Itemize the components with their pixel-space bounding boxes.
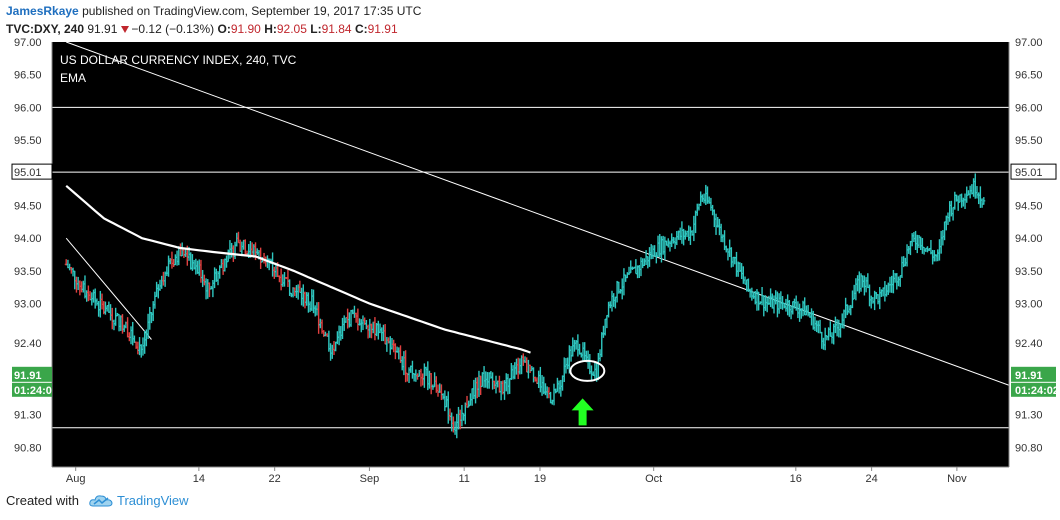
countdown-badge-bg bbox=[12, 382, 52, 397]
x-tick-label: 16 bbox=[790, 473, 802, 485]
y-tick-label: 95.50 bbox=[1015, 135, 1043, 147]
y-tick-label: 95.50 bbox=[14, 135, 42, 147]
y-tick-label: 95.01 bbox=[14, 167, 42, 179]
x-tick-label: Oct bbox=[645, 473, 662, 485]
open-value: 91.90 bbox=[230, 22, 261, 36]
y-tick-label: 93.50 bbox=[14, 266, 42, 278]
countdown-badge: 01:24:02 bbox=[1015, 385, 1059, 397]
high-label: H: bbox=[264, 22, 277, 36]
price-bar bbox=[982, 197, 986, 205]
y-tick-label: 92.40 bbox=[1015, 338, 1043, 350]
y-tick-label: 96.00 bbox=[14, 102, 42, 114]
last-price: 91.91 bbox=[87, 22, 118, 36]
x-tick-label: Sep bbox=[360, 473, 380, 485]
last-price-badge: 91.91 bbox=[1015, 370, 1043, 382]
trendline bbox=[66, 41, 1010, 386]
high-value: 92.05 bbox=[276, 22, 307, 36]
last-price-badge: 91.91 bbox=[14, 370, 42, 382]
y-tick-label: 93.50 bbox=[1015, 266, 1043, 278]
y-tick-label: 93.00 bbox=[14, 299, 42, 311]
y-tick-label: 92.40 bbox=[14, 338, 42, 350]
y-tick-label: 96.50 bbox=[1015, 70, 1043, 82]
x-tick-label: 19 bbox=[534, 473, 546, 485]
author-link[interactable]: JamesRkaye bbox=[6, 4, 79, 18]
low-value: 91.84 bbox=[321, 22, 352, 36]
y-tick-label: 90.80 bbox=[1015, 442, 1043, 454]
open-label: O: bbox=[217, 22, 231, 36]
x-tick-label: 14 bbox=[193, 473, 205, 485]
x-tick-label: 11 bbox=[458, 473, 469, 485]
y-tick-label: 94.00 bbox=[1015, 233, 1043, 245]
countdown-badge-bg bbox=[1011, 382, 1056, 397]
last-price-badge-bg bbox=[1011, 366, 1056, 382]
x-tick-label: 22 bbox=[269, 473, 281, 485]
up-arrow-icon bbox=[571, 398, 594, 426]
footer: Created with TradingView bbox=[6, 493, 189, 508]
published-text: published on TradingView.com, September … bbox=[82, 4, 422, 18]
indicator-label: EMA bbox=[60, 71, 86, 85]
last-price-badge-bg bbox=[12, 366, 52, 382]
price-change: −0.12 (−0.13%) bbox=[131, 22, 215, 36]
created-with-text: Created with bbox=[6, 493, 79, 508]
chart-title: US DOLLAR CURRENCY INDEX, 240, TVC bbox=[60, 53, 297, 67]
y-tick-label: 91.30 bbox=[14, 410, 42, 422]
symbol-label: TVC:DXY, 240 bbox=[6, 22, 85, 36]
y-tick-label: 94.50 bbox=[14, 200, 42, 212]
level-badge-bg bbox=[11, 163, 53, 180]
countdown-badge: 01:24:0 bbox=[14, 385, 52, 397]
x-tick-label: Aug bbox=[66, 473, 86, 485]
trendline bbox=[65, 237, 152, 340]
close-value: 91.91 bbox=[367, 22, 398, 36]
y-tick-label: 96.50 bbox=[14, 70, 42, 82]
y-tick-label: 91.30 bbox=[1015, 410, 1043, 422]
highlight-circle bbox=[569, 359, 606, 382]
low-label: L: bbox=[310, 22, 322, 36]
close-label: C: bbox=[354, 22, 368, 36]
x-tick-label: Nov bbox=[947, 473, 967, 485]
y-tick-label: 93.00 bbox=[1015, 299, 1043, 311]
y-tick-label: 96.00 bbox=[1015, 102, 1043, 114]
tradingview-link[interactable]: TradingView bbox=[116, 493, 189, 508]
y-tick-label: 90.80 bbox=[14, 442, 42, 454]
y-tick-label: 95.01 bbox=[1015, 167, 1043, 179]
level-badge-bg bbox=[1010, 163, 1057, 180]
y-tick-label: 97.00 bbox=[1015, 37, 1043, 49]
x-tick-label: 24 bbox=[865, 473, 877, 485]
ohlc-bar: TVC:DXY, 240 91.91 −0.12 (−0.13%) O:91.90… bbox=[6, 22, 398, 36]
down-triangle-icon bbox=[121, 26, 130, 34]
ema-line bbox=[65, 184, 531, 354]
publish-line: JamesRkaye published on TradingView.com,… bbox=[6, 4, 421, 18]
y-tick-label: 94.00 bbox=[14, 233, 42, 245]
plot-area[interactable] bbox=[52, 42, 1009, 467]
y-tick-label: 94.50 bbox=[1015, 200, 1043, 212]
y-tick-label: 97.00 bbox=[14, 37, 42, 49]
tradingview-cloud-icon bbox=[89, 494, 113, 506]
